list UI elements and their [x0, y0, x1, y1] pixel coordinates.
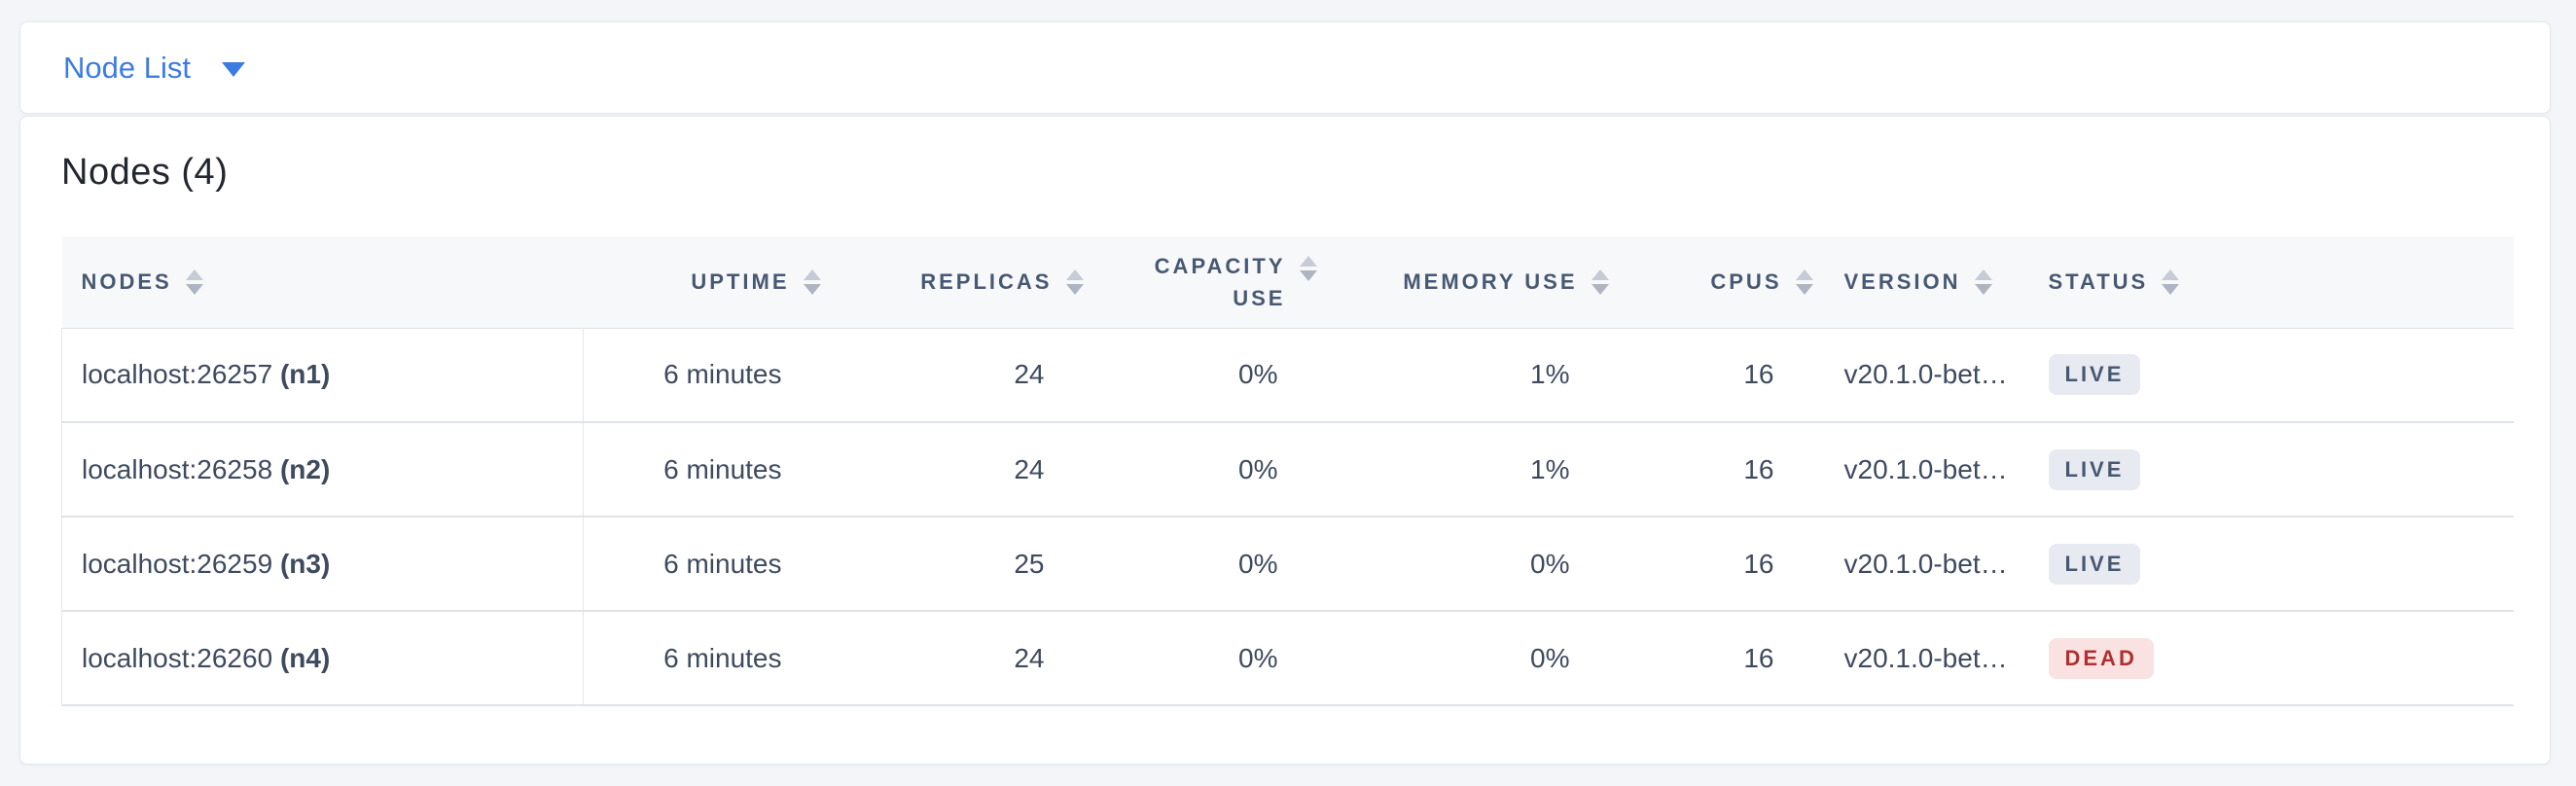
uptime-cell: 6 minutes: [583, 611, 829, 705]
node-list-dropdown[interactable]: Node List: [63, 53, 245, 83]
column-header-nodes[interactable]: NODES: [62, 236, 584, 328]
memory-use-cell: 0%: [1324, 517, 1617, 611]
sort-up-icon: [1299, 255, 1317, 267]
cpus-cell: 16: [1616, 611, 1821, 705]
node-address-cell: localhost:26260 (n4): [61, 611, 584, 705]
memory-use-cell: 0%: [1324, 611, 1617, 705]
table-header-row: NODES UPTIME REPLICAS: [61, 236, 2514, 328]
node-address-cell: localhost:26258 (n2): [61, 422, 584, 517]
table-row: localhost:26258 (n2) 6 minutes 24 0% 1% …: [61, 422, 2514, 517]
column-label: MEMORY USE: [1403, 268, 1578, 294]
nodes-heading: Nodes (4): [61, 152, 229, 193]
column-header-status[interactable]: STATUS: [2025, 236, 2514, 328]
sort-up-icon: [803, 268, 821, 280]
column-header-version[interactable]: VERSION: [1821, 236, 2025, 328]
sort-icon[interactable]: [185, 268, 203, 295]
cpus-cell: 16: [1616, 517, 1821, 611]
column-header-cpus[interactable]: CPUS: [1617, 236, 1821, 328]
node-list-dropdown-label[interactable]: Node List: [63, 51, 191, 85]
sort-down-icon: [185, 283, 203, 295]
sort-icon[interactable]: [1974, 268, 1992, 295]
capacity-use-cell: 0%: [1091, 517, 1325, 611]
sort-down-icon: [1974, 283, 1992, 295]
column-label: VERSION: [1843, 268, 1961, 294]
replicas-cell: 25: [828, 517, 1091, 611]
sort-up-icon: [1795, 268, 1813, 280]
status-cell: LIVE: [2024, 328, 2514, 422]
table-row: localhost:26260 (n4) 6 minutes 24 0% 0% …: [61, 611, 2514, 705]
status-badge: LIVE: [2048, 354, 2141, 396]
node-address: localhost:26258: [82, 453, 273, 484]
node-id: (n2): [279, 453, 331, 484]
column-label: NODES: [81, 268, 172, 294]
status-badge: DEAD: [2048, 637, 2154, 679]
uptime-cell: 6 minutes: [583, 422, 829, 517]
sort-down-icon: [1065, 283, 1084, 295]
column-header-replicas[interactable]: REPLICAS: [829, 236, 1091, 328]
column-label: REPLICAS: [920, 268, 1053, 294]
sort-up-icon: [1591, 268, 1609, 280]
status-cell: LIVE: [2024, 517, 2514, 611]
column-header-memory-use[interactable]: MEMORY USE: [1325, 236, 1617, 328]
sort-icon[interactable]: [1591, 268, 1609, 295]
capacity-use-cell: 0%: [1091, 422, 1325, 517]
capacity-use-cell: 0%: [1091, 328, 1325, 422]
status-badge: LIVE: [2048, 448, 2141, 490]
version-cell: v20.1.0-bet…: [1820, 422, 2025, 517]
column-label: CAPACITY USE: [1154, 253, 1286, 310]
sort-icon[interactable]: [1065, 268, 1084, 295]
sort-icon[interactable]: [1795, 268, 1813, 295]
column-label: UPTIME: [691, 268, 790, 294]
node-id: (n3): [279, 548, 331, 579]
column-header-capacity-use[interactable]: CAPACITY USE: [1091, 236, 1325, 328]
status-cell: LIVE: [2024, 422, 2514, 517]
sort-down-icon: [803, 283, 821, 295]
sort-up-icon: [1974, 268, 1992, 280]
cpus-cell: 16: [1616, 422, 1821, 517]
sort-up-icon: [1065, 268, 1084, 280]
cpus-cell: 16: [1616, 328, 1821, 422]
capacity-use-cell: 0%: [1091, 611, 1325, 705]
column-label: STATUS: [2048, 268, 2149, 294]
caret-down-icon[interactable]: [221, 62, 245, 77]
node-address: localhost:26257: [82, 359, 273, 390]
uptime-cell: 6 minutes: [583, 328, 829, 422]
node-id: (n4): [279, 642, 331, 673]
sort-up-icon: [2162, 268, 2180, 280]
sort-down-icon: [1795, 283, 1813, 295]
replicas-cell: 24: [828, 422, 1091, 517]
table-row: localhost:26259 (n3) 6 minutes 25 0% 0% …: [61, 517, 2514, 611]
node-address: localhost:26259: [82, 548, 273, 579]
version-cell: v20.1.0-bet…: [1820, 517, 2025, 611]
version-cell: v20.1.0-bet…: [1820, 611, 2025, 705]
table-row: localhost:26257 (n1) 6 minutes 24 0% 1% …: [61, 328, 2514, 422]
sort-icon[interactable]: [803, 268, 821, 295]
status-badge: LIVE: [2048, 543, 2141, 585]
sort-up-icon: [185, 268, 203, 280]
node-address: localhost:26260: [82, 642, 273, 673]
column-header-uptime[interactable]: UPTIME: [584, 236, 829, 328]
sort-icon[interactable]: [1299, 255, 1317, 281]
nodes-card: Nodes (4) NODES UPTIME: [19, 116, 2551, 765]
view-selector-bar: Node List: [19, 21, 2551, 114]
nodes-table: NODES UPTIME REPLICAS: [61, 236, 2514, 706]
node-address-cell: localhost:26259 (n3): [61, 517, 584, 611]
memory-use-cell: 1%: [1324, 328, 1617, 422]
sort-down-icon: [2162, 283, 2180, 295]
memory-use-cell: 1%: [1324, 422, 1617, 517]
sort-down-icon: [1299, 269, 1317, 281]
column-label: CPUS: [1710, 268, 1782, 294]
version-cell: v20.1.0-bet…: [1820, 328, 2025, 422]
replicas-cell: 24: [828, 328, 1091, 422]
replicas-cell: 24: [828, 611, 1091, 705]
sort-icon[interactable]: [2162, 268, 2180, 295]
uptime-cell: 6 minutes: [583, 517, 829, 611]
node-address-cell: localhost:26257 (n1): [61, 328, 584, 422]
sort-down-icon: [1591, 283, 1609, 295]
node-id: (n1): [279, 359, 331, 390]
status-cell: DEAD: [2024, 611, 2514, 705]
